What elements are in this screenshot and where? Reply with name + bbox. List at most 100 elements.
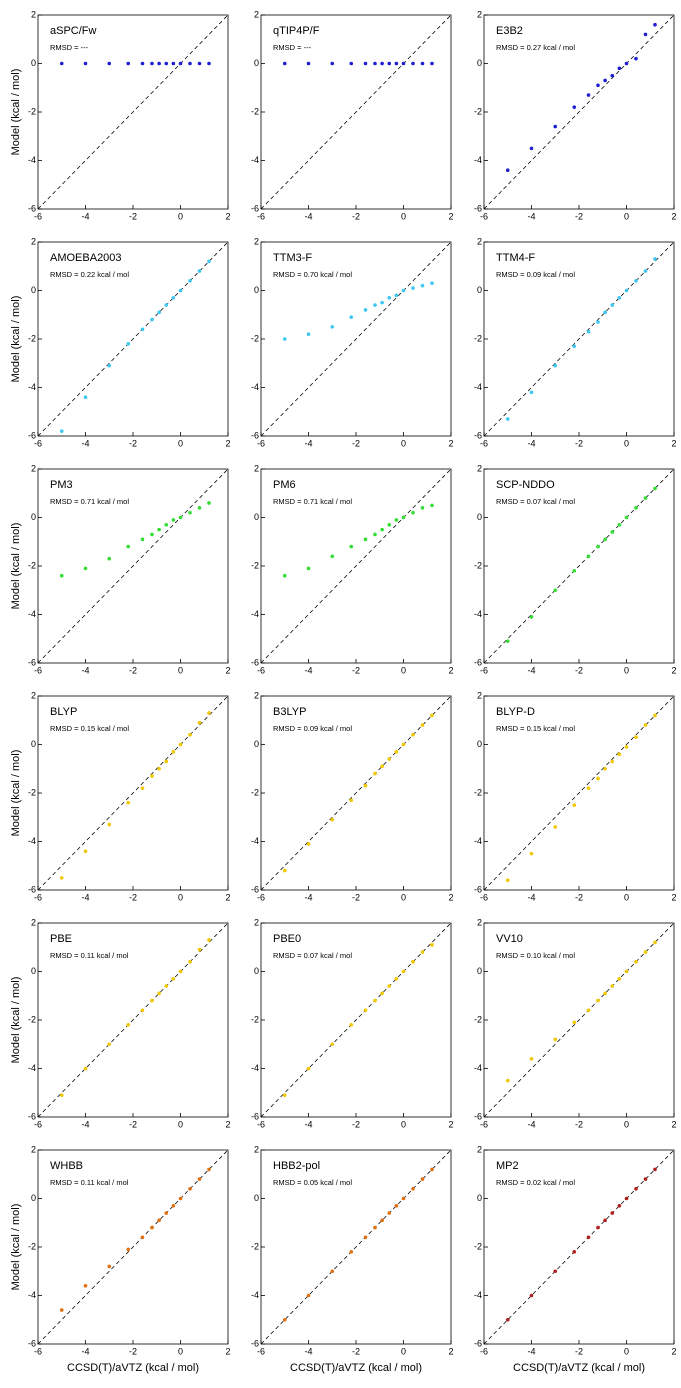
data-point (529, 1057, 534, 1061)
x-tick-label: 0 (178, 892, 183, 902)
panel-title: TTM4-F (496, 252, 535, 264)
y-tick-label: -4 (474, 836, 482, 846)
rmsd-annotation: RMSD = 0.10 kcal / mol (496, 951, 575, 960)
data-point (157, 61, 161, 66)
x-tick-label: 0 (624, 211, 629, 221)
y-tick-label: -6 (251, 203, 259, 213)
data-point (363, 537, 368, 542)
data-point (643, 723, 648, 727)
y-tick-label: -4 (251, 1063, 259, 1073)
x-tick-label: -4 (304, 892, 312, 902)
data-point (596, 83, 600, 88)
reference-line (260, 14, 452, 210)
data-point (349, 544, 354, 549)
y-tick-label: 0 (31, 58, 36, 68)
y-tick-label: -6 (28, 657, 36, 667)
y-tick-label: -6 (251, 430, 259, 440)
data-point (505, 1317, 510, 1322)
y-tick-label: -6 (28, 884, 36, 894)
y-tick-label: 2 (477, 690, 482, 700)
y-tick-label: -4 (474, 1290, 482, 1300)
data-point (171, 295, 176, 300)
reference-line (483, 241, 675, 437)
data-point (653, 486, 657, 491)
x-tick-label: 0 (401, 892, 406, 902)
x-tick-label: -4 (527, 1119, 535, 1129)
x-tick-label: 0 (624, 438, 629, 448)
data-point (394, 61, 399, 66)
y-tick-label: -6 (251, 884, 259, 894)
panel-title: qTIP4P/F (273, 25, 320, 37)
y-tick-label: -6 (474, 203, 482, 213)
reference-line (37, 468, 229, 664)
reference-line (260, 1149, 452, 1345)
data-point (610, 73, 615, 78)
data-point (306, 1293, 311, 1298)
data-point (126, 1023, 131, 1027)
data-point (617, 752, 622, 756)
data-point (401, 288, 406, 293)
y-tick-label: 0 (31, 512, 36, 522)
y-tick-label: -4 (28, 1063, 36, 1073)
data-point (617, 522, 622, 527)
y-tick-label: -4 (251, 382, 259, 392)
data-point (282, 573, 287, 578)
rmsd-annotation: RMSD = 0.15 kcal / mol (50, 724, 129, 733)
data-point (586, 786, 591, 790)
data-point (140, 61, 145, 66)
x-tick-label: -2 (352, 1119, 360, 1129)
x-tick-label: -6 (480, 211, 488, 221)
data-point (207, 259, 211, 264)
x-tick-label: 2 (671, 1119, 676, 1129)
data-point (140, 786, 145, 790)
y-axis-label: Model (kcal / mol) (10, 69, 22, 156)
data-point (610, 759, 615, 764)
data-point (157, 310, 161, 315)
y-tick-label: 0 (477, 1193, 482, 1203)
x-tick-label: 0 (178, 665, 183, 675)
data-point (430, 281, 434, 286)
rmsd-annotation: RMSD = 0.70 kcal / mol (273, 270, 352, 279)
data-point (157, 527, 161, 532)
data-point (140, 537, 145, 542)
data-point (586, 329, 591, 334)
data-point (197, 947, 202, 952)
data-point (126, 544, 131, 549)
x-tick-label: -4 (81, 211, 89, 221)
data-point (430, 61, 434, 66)
x-tick-label: 0 (178, 211, 183, 221)
x-tick-label: -4 (527, 1346, 535, 1356)
panel-title: MP2 (496, 1160, 519, 1172)
data-point (59, 876, 64, 880)
x-tick-label: -2 (575, 892, 583, 902)
data-point (401, 742, 406, 747)
x-tick-label: -6 (257, 892, 265, 902)
data-point (164, 759, 169, 764)
data-point (140, 1008, 145, 1013)
data-point (411, 960, 415, 964)
data-point (617, 66, 622, 71)
data-point (596, 998, 600, 1003)
data-point (387, 295, 392, 300)
panel-title: PBE0 (273, 933, 301, 945)
data-point (282, 1317, 287, 1322)
panel-title: WHBB (50, 1160, 83, 1172)
reference-line (483, 695, 675, 891)
y-axis-label: Model (kcal / mol) (10, 1204, 22, 1291)
data-point (596, 776, 600, 781)
data-point (207, 61, 211, 66)
data-point (529, 146, 534, 151)
data-point (394, 293, 399, 298)
reference-line (483, 468, 675, 664)
data-point (634, 960, 638, 964)
x-tick-label: 0 (401, 1119, 406, 1129)
y-tick-label: -2 (28, 1241, 36, 1251)
data-point (387, 1211, 392, 1215)
y-tick-label: 0 (477, 966, 482, 976)
x-tick-label: -6 (34, 1346, 42, 1356)
data-point (380, 61, 384, 66)
y-tick-label: -6 (474, 1338, 482, 1348)
reference-line (483, 1149, 675, 1345)
data-point (83, 1066, 88, 1071)
data-point (282, 61, 287, 66)
